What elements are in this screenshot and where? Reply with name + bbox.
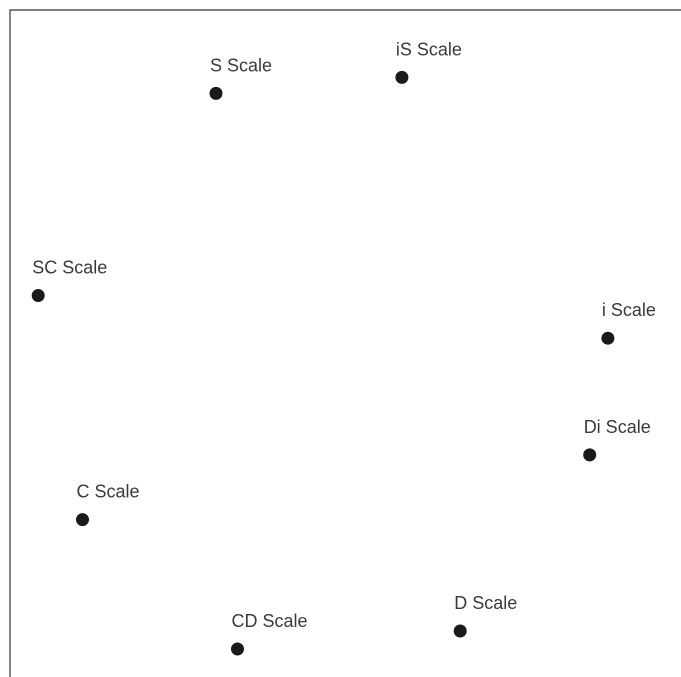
point-d-scale	[453, 624, 467, 638]
point-label-is-scale: iS Scale	[396, 39, 462, 59]
point-label-c-scale: C Scale	[77, 482, 140, 502]
point-cd-scale	[231, 642, 244, 656]
point-di-scale	[583, 448, 597, 462]
point-c-scale	[76, 513, 89, 527]
point-s-scale	[209, 86, 223, 100]
point-sc-scale	[31, 289, 45, 302]
point-label-d-scale: D Scale	[454, 593, 517, 613]
point-label-s-scale: S Scale	[210, 55, 272, 75]
point-i-scale	[601, 331, 615, 345]
point-label-cd-scale: CD Scale	[232, 611, 308, 631]
plot-frame	[9, 9, 681, 677]
point-label-di-scale: Di Scale	[584, 417, 651, 437]
point-label-i-scale: i Scale	[602, 300, 656, 320]
point-is-scale	[395, 70, 409, 84]
points-layer: S Scale iS Scale SC Scale i Scale Di Scale C …	[31, 39, 656, 656]
point-label-sc-scale: SC Scale	[32, 258, 107, 278]
